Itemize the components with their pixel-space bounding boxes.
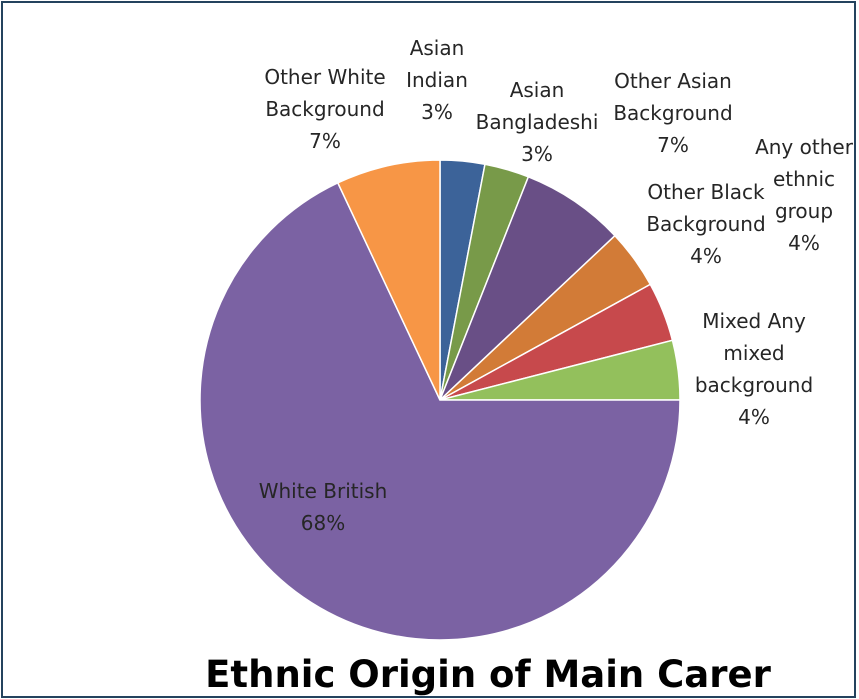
pie-labels: Asian Indian 3% Asian Bangladeshi 3% Other Asi… <box>259 36 854 535</box>
pie-slice-white-british <box>199 181 681 641</box>
slice-label-line: Background <box>613 101 732 125</box>
slice-label-line: 7% <box>657 133 689 157</box>
slice-label-line: White British <box>259 479 388 503</box>
slice-label-line: ethnic <box>773 167 835 191</box>
slice-label-line: 4% <box>738 405 770 429</box>
slice-label-line: group <box>775 199 833 223</box>
slice-label-line: 4% <box>690 244 722 268</box>
slice-label-line: 4% <box>788 231 820 255</box>
slice-label-line: Background <box>646 212 765 236</box>
slice-label-line: Mixed Any <box>702 309 806 333</box>
pie-slices <box>199 159 681 641</box>
slice-label-line: Any other <box>755 135 854 159</box>
slice-label-line: Asian <box>410 36 465 60</box>
slice-label-line: Asian <box>510 78 565 102</box>
slice-label-line: Bangladeshi <box>476 110 599 134</box>
slice-label-white-british: White British 68% <box>259 479 388 535</box>
slice-label-line: 7% <box>309 129 341 153</box>
pie-slice-other-white-background <box>336 159 441 401</box>
slice-label-line: Other White <box>264 65 385 89</box>
slice-label-line: Other Asian <box>614 69 732 93</box>
chart-title: Ethnic Origin of Main Carer <box>205 653 771 696</box>
slice-label-line: 3% <box>421 100 453 124</box>
slice-label-line: Other Black <box>647 180 765 204</box>
slice-label-line: mixed <box>723 341 784 365</box>
pie-slice-other-asian-background <box>439 175 617 401</box>
slice-label-line: 68% <box>301 511 345 535</box>
slice-label-any-other-ethnic-group: Any other ethnic group 4% <box>755 135 854 255</box>
slice-label-asian-indian: Asian Indian 3% <box>406 36 468 124</box>
slice-label-line: background <box>695 373 813 397</box>
slice-label-mixed-any-mixed-background: Mixed Any mixed background 4% <box>695 309 813 429</box>
slice-label-line: 3% <box>521 142 553 166</box>
slice-label-line: Indian <box>406 68 468 92</box>
slice-label-other-asian-background: Other Asian Background 7% <box>613 69 732 157</box>
slice-label-other-white-background: Other White Background 7% <box>264 65 385 153</box>
slice-label-other-black-background: Other Black Background 4% <box>646 180 765 268</box>
slice-label-line: Background <box>265 97 384 121</box>
slice-label-asian-bangladeshi: Asian Bangladeshi 3% <box>476 78 599 166</box>
